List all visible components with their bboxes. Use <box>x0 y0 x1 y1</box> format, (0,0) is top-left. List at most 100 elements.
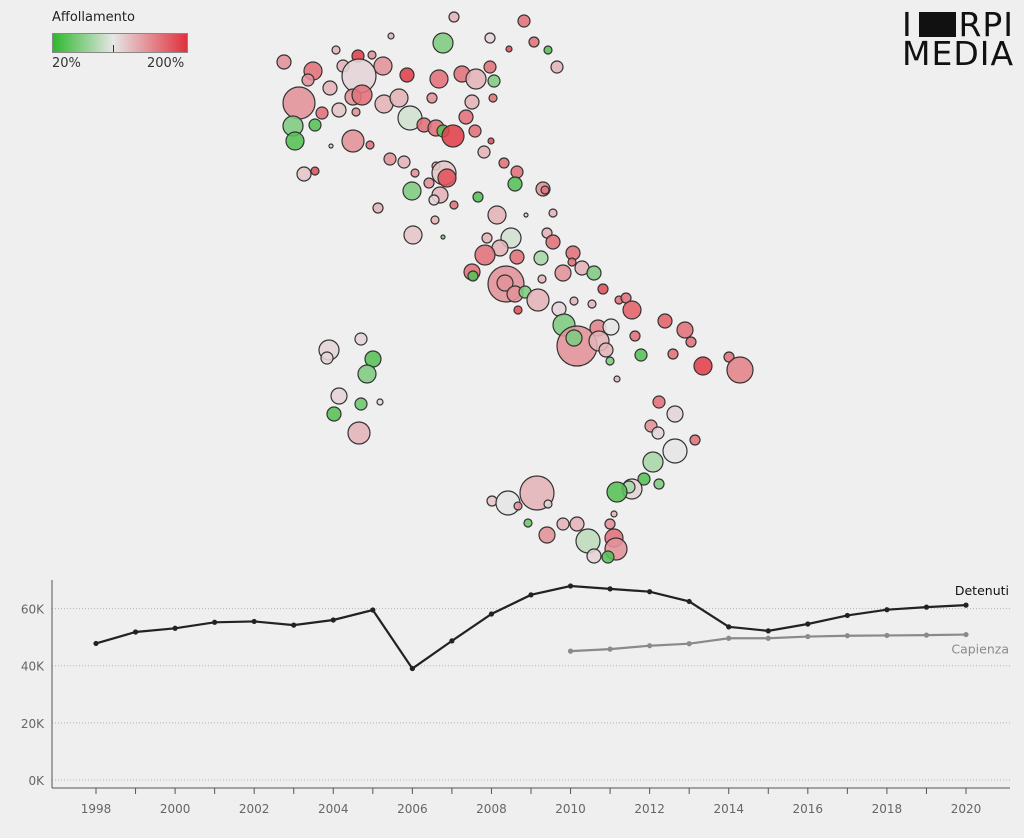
prison-bubble[interactable] <box>426 92 438 104</box>
prison-bubble[interactable] <box>440 234 446 240</box>
data-point-detenuti[interactable] <box>963 602 969 608</box>
data-point-capienza[interactable] <box>844 633 850 639</box>
prison-bubble[interactable] <box>537 274 547 284</box>
data-point-detenuti[interactable] <box>607 586 613 592</box>
prison-bubble[interactable] <box>642 451 664 473</box>
prison-bubble[interactable] <box>487 205 507 225</box>
prison-bubble[interactable] <box>622 300 642 320</box>
prison-bubble[interactable] <box>667 348 679 360</box>
prison-bubble[interactable] <box>467 270 479 282</box>
prison-bubble[interactable] <box>662 438 688 464</box>
prison-bubble[interactable] <box>488 93 498 103</box>
prison-bubble[interactable] <box>320 351 334 365</box>
data-point-capienza[interactable] <box>805 633 811 640</box>
prison-bubble[interactable] <box>285 131 305 151</box>
data-point-detenuti[interactable] <box>567 583 574 589</box>
prison-bubble[interactable] <box>538 526 556 544</box>
data-point-capienza[interactable] <box>726 635 732 641</box>
data-point-detenuti[interactable] <box>93 640 99 647</box>
data-point-detenuti[interactable] <box>923 604 930 610</box>
prison-bubble[interactable] <box>383 152 397 166</box>
data-point-detenuti[interactable] <box>291 622 297 628</box>
data-point-detenuti[interactable] <box>251 618 257 625</box>
prison-bubble[interactable] <box>468 124 482 138</box>
prison-bubble[interactable] <box>513 501 523 511</box>
data-point-capienza[interactable] <box>884 632 890 639</box>
prison-bubble[interactable] <box>315 106 329 120</box>
prison-bubble[interactable] <box>496 274 514 292</box>
prison-bubble[interactable] <box>526 288 550 312</box>
prison-bubble[interactable] <box>637 472 651 486</box>
prison-bubble[interactable] <box>351 107 361 117</box>
prison-bubble[interactable] <box>310 166 320 176</box>
prison-bubble[interactable] <box>556 517 570 531</box>
prison-bubble[interactable] <box>653 478 665 490</box>
prison-bubble[interactable] <box>296 166 312 182</box>
data-point-detenuti[interactable] <box>330 617 336 623</box>
prison-bubble[interactable] <box>634 348 648 362</box>
prison-bubble[interactable] <box>484 32 496 44</box>
prison-bubble[interactable] <box>403 225 423 245</box>
prison-bubble[interactable] <box>330 387 348 405</box>
prison-bubble[interactable] <box>523 518 533 528</box>
prison-bubble[interactable] <box>428 194 440 206</box>
prison-bubble[interactable] <box>357 364 377 384</box>
prison-bubble[interactable] <box>610 510 618 518</box>
prison-bubble[interactable] <box>399 67 415 83</box>
data-point-detenuti[interactable] <box>370 607 376 613</box>
prison-bubble[interactable] <box>437 168 457 188</box>
data-point-detenuti[interactable] <box>805 621 811 627</box>
prison-bubble[interactable] <box>601 550 615 564</box>
prison-bubble[interactable] <box>505 45 513 53</box>
prison-bubble[interactable] <box>487 137 495 145</box>
prison-bubble[interactable] <box>354 332 368 346</box>
prison-bubble[interactable] <box>602 318 620 336</box>
prison-bubble[interactable] <box>567 257 577 267</box>
prison-bubble[interactable] <box>657 313 673 329</box>
prison-bubble[interactable] <box>402 181 422 201</box>
prison-bubble[interactable] <box>569 296 579 306</box>
prison-bubble[interactable] <box>548 208 558 218</box>
prison-bubble[interactable] <box>586 548 602 564</box>
prison-bubble[interactable] <box>676 321 694 339</box>
prison-bubble[interactable] <box>507 176 523 192</box>
prison-bubble[interactable] <box>613 375 621 383</box>
prison-bubble[interactable] <box>597 283 609 295</box>
prison-bubble[interactable] <box>606 481 628 503</box>
prison-bubble[interactable] <box>604 518 616 530</box>
prison-bubble[interactable] <box>331 45 341 55</box>
prison-bubble[interactable] <box>430 215 440 225</box>
prison-bubble[interactable] <box>301 73 315 87</box>
prison-bubble[interactable] <box>605 356 615 366</box>
data-point-capienza[interactable] <box>923 632 930 638</box>
data-point-detenuti[interactable] <box>172 625 178 631</box>
prison-bubble[interactable] <box>554 264 572 282</box>
prison-bubble[interactable] <box>423 177 435 189</box>
prison-bubble[interactable] <box>598 342 614 358</box>
prison-bubble[interactable] <box>474 244 496 266</box>
data-point-detenuti[interactable] <box>884 607 890 613</box>
data-point-capienza[interactable] <box>567 648 574 654</box>
prison-bubble[interactable] <box>543 45 553 55</box>
prison-bubble[interactable] <box>458 109 474 125</box>
data-point-detenuti[interactable] <box>409 665 415 672</box>
data-point-detenuti[interactable] <box>488 611 495 617</box>
prison-bubble[interactable] <box>351 84 373 106</box>
data-point-detenuti[interactable] <box>449 638 455 644</box>
prison-bubble[interactable] <box>498 157 510 169</box>
prison-bubble[interactable] <box>487 74 501 88</box>
data-point-detenuti[interactable] <box>647 589 653 595</box>
prison-bubble[interactable] <box>465 68 487 90</box>
prison-bubble[interactable] <box>365 140 375 150</box>
prison-bubble[interactable] <box>483 60 497 74</box>
prison-bubble[interactable] <box>543 499 553 509</box>
prison-bubble[interactable] <box>448 11 460 23</box>
prison-bubble[interactable] <box>685 336 697 348</box>
prison-bubble[interactable] <box>387 32 395 40</box>
prison-bubble[interactable] <box>367 50 377 60</box>
prison-bubble[interactable] <box>652 395 666 409</box>
prison-bubble[interactable] <box>276 54 292 70</box>
prison-bubble[interactable] <box>373 56 393 76</box>
prison-bubble[interactable] <box>432 32 454 54</box>
prison-bubble[interactable] <box>326 406 342 422</box>
